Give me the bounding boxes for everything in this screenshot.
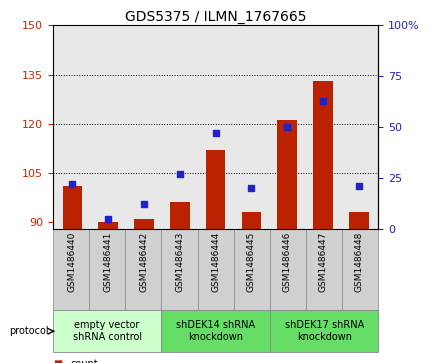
Bar xyxy=(242,212,261,229)
Text: shDEK17 shRNA
knockdown: shDEK17 shRNA knockdown xyxy=(285,321,364,342)
Bar xyxy=(170,203,190,229)
Text: shDEK14 shRNA
knockdown: shDEK14 shRNA knockdown xyxy=(176,321,255,342)
Point xyxy=(355,183,362,189)
Point xyxy=(105,216,112,221)
Bar xyxy=(99,222,118,229)
Point xyxy=(248,185,255,191)
Point xyxy=(319,98,326,103)
Text: count: count xyxy=(70,359,98,363)
Point xyxy=(212,130,219,136)
Text: ■: ■ xyxy=(53,359,62,363)
Text: empty vector
shRNA control: empty vector shRNA control xyxy=(73,321,142,342)
Title: GDS5375 / ILMN_1767665: GDS5375 / ILMN_1767665 xyxy=(125,11,306,24)
Point xyxy=(69,181,76,187)
Bar xyxy=(134,219,154,229)
Bar xyxy=(206,150,225,229)
Point xyxy=(176,171,183,177)
Bar xyxy=(313,81,333,229)
Bar xyxy=(349,212,369,229)
Bar xyxy=(62,186,82,229)
Bar xyxy=(277,121,297,229)
Point xyxy=(284,124,291,130)
Text: protocol: protocol xyxy=(9,326,48,336)
Point xyxy=(140,201,147,207)
